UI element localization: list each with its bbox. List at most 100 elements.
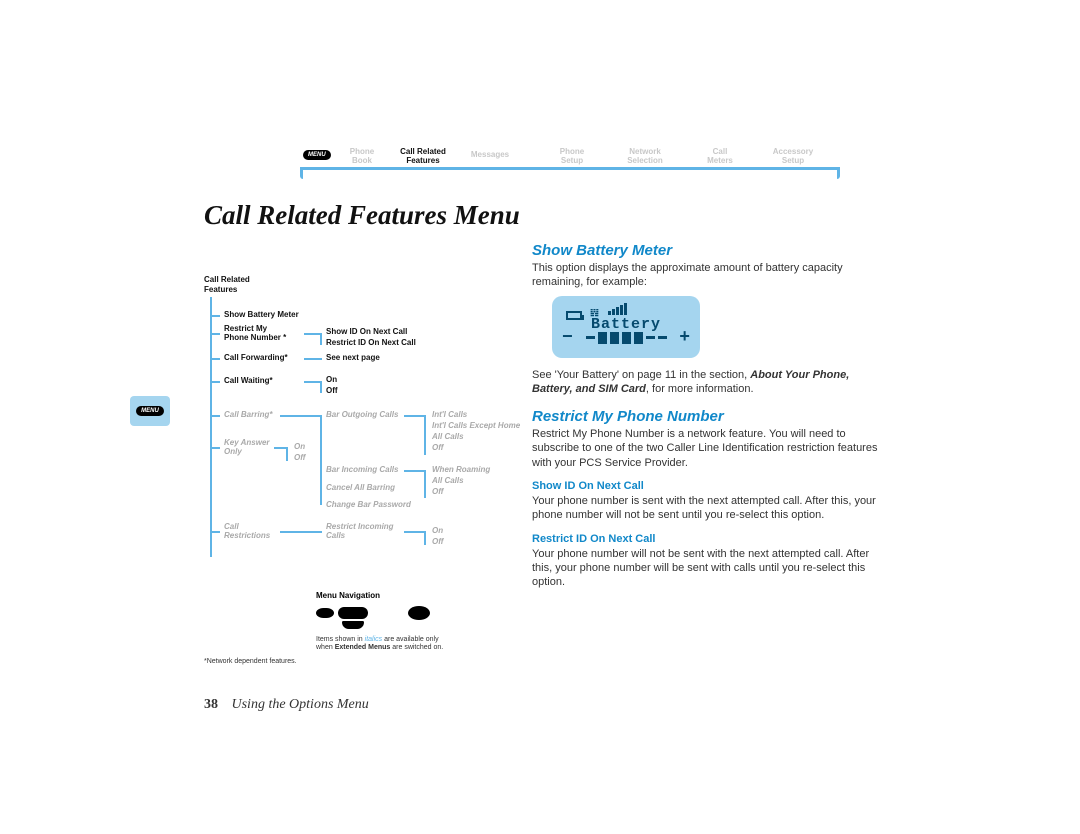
tree-conn: [320, 381, 322, 393]
tree-item-forwarding: Call Forwarding*: [224, 353, 288, 363]
sub-title-showid: Show ID On Next Call: [532, 480, 882, 492]
tree-sub2: On: [432, 526, 443, 536]
tree-spine: [210, 297, 212, 557]
tree-root-l2: Features: [204, 285, 250, 295]
tree-conn: [424, 470, 426, 498]
tree-item-barring: Call Barring*: [224, 410, 272, 420]
menu-badge-inner: MENU: [136, 406, 164, 416]
nav-phone-book: Phone Book: [340, 148, 384, 166]
tree-item-restrictions: CallRestrictions: [224, 523, 270, 541]
minus-icon: −: [562, 328, 573, 348]
tree-conn: [280, 415, 322, 417]
p2-text: See 'Your Battery' on page 11 in the sec…: [532, 369, 750, 381]
lcd-battery-display: 𝍒 Battery − +: [552, 296, 700, 358]
p2-text: , for more information.: [646, 383, 754, 395]
battery-p2: See 'Your Battery' on page 11 in the sec…: [532, 368, 882, 397]
menu-nav-note: Items shown in italics are available onl…: [316, 636, 456, 653]
nav-accessory: Accessory Setup: [768, 148, 818, 166]
nav-label: Setup: [550, 157, 594, 166]
tree-conn: [210, 315, 220, 317]
nav-underline-left: [300, 167, 303, 179]
tree-conn: [280, 531, 322, 533]
tree-conn: [304, 358, 322, 360]
tree-item-waiting: Call Waiting*: [224, 376, 273, 386]
tree-conn: [286, 447, 288, 461]
bar-fill: [634, 332, 643, 344]
tree-conn: [210, 447, 220, 449]
sub-title-restrictid: Restrict ID On Next Call: [532, 533, 882, 545]
tree-sub: Restrict ID On Next Call: [326, 338, 416, 348]
showid-p: Your phone number is sent with the next …: [532, 494, 882, 523]
tree-conn: [210, 333, 220, 335]
nav-phone-setup: Phone Setup: [550, 148, 594, 166]
nav-label: Meters: [700, 157, 740, 166]
tree-sub2: Off: [432, 487, 443, 497]
tree-conn: [210, 531, 220, 533]
tree-root-l1: Call Related: [204, 275, 250, 285]
nav-messages: Messages: [463, 151, 517, 160]
bar-empty: [646, 336, 655, 339]
note-text: are switched on.: [390, 644, 443, 651]
tree-conn: [424, 415, 426, 455]
tree-sub: Bar Outgoing Calls: [326, 410, 398, 420]
lcd-bar-row: − +: [562, 328, 690, 348]
tree-sub: Restrict IncomingCalls: [326, 523, 394, 541]
network-dependent-note: *Network dependent features.: [204, 658, 297, 665]
nav-key-scroll-icon: [338, 607, 368, 619]
tree-conn: [320, 415, 322, 505]
nav-label: Book: [340, 157, 384, 166]
bar-empty: [658, 336, 667, 339]
nav-label: Selection: [620, 157, 670, 166]
tree-sub: On: [326, 375, 337, 385]
tree-sub2: When Roaming: [432, 465, 490, 475]
tree-conn: [210, 381, 220, 383]
tree-item-keyanswer: Key AnswerOnly: [224, 439, 270, 457]
tree-sub: Off: [294, 453, 305, 463]
section-title-restrict: Restrict My Phone Number: [532, 408, 882, 425]
tree-conn: [320, 333, 322, 345]
restrictid-p: Your phone number will not be sent with …: [532, 547, 882, 590]
tree-conn: [404, 531, 426, 533]
tree-sub: On: [294, 442, 305, 452]
nav-network: Network Selection: [620, 148, 670, 166]
menu-nav-title: Menu Navigation: [316, 591, 456, 600]
tree-conn: [404, 470, 426, 472]
section-title-battery: Show Battery Meter: [532, 242, 882, 259]
plus-icon: +: [679, 328, 690, 348]
bar-fill: [598, 332, 607, 344]
tree-sub: Cancel All Barring: [326, 483, 395, 493]
tree-item-restrict: Restrict MyPhone Number *: [224, 325, 286, 343]
battery-p1: This option displays the approximate amo…: [532, 261, 882, 290]
restrict-p1: Restrict My Phone Number is a network fe…: [532, 427, 882, 470]
nav-key-ok-icon: [408, 606, 430, 620]
tree-sub: Bar Incoming Calls: [326, 465, 398, 475]
note-text: Items shown in: [316, 636, 365, 643]
tree-conn: [424, 531, 426, 545]
note-italics: italics: [365, 636, 383, 643]
nav-call-related: Call Related Features: [393, 148, 453, 166]
bar-empty: [586, 336, 595, 339]
tree-item-battery: Show Battery Meter: [224, 310, 299, 320]
menu-badge: MENU: [303, 150, 331, 160]
note-bold: Extended Menus: [335, 644, 391, 651]
tree-sub: See next page: [326, 353, 380, 363]
tree-sub2: Off: [432, 537, 443, 547]
battery-bars: [586, 332, 667, 344]
nav-label: Features: [393, 157, 453, 166]
page-title: Call Related Features Menu: [204, 200, 520, 231]
tree-sub: Off: [326, 386, 338, 396]
tree-sub2: Off: [432, 443, 443, 453]
nav-underline: [300, 167, 840, 170]
nav-label: Messages: [463, 151, 517, 160]
tree-sub: Change Bar Password: [326, 500, 411, 510]
tree-root: Call Related Features: [204, 275, 250, 295]
nav-key-left-icon: [316, 608, 334, 618]
tree-sub2: Int'l Calls: [432, 410, 467, 420]
nav-key-down-icon: [342, 621, 364, 629]
bar-fill: [622, 332, 631, 344]
footer-section: Using the Options Menu: [232, 697, 369, 712]
side-menu-badge: MENU: [130, 396, 170, 426]
bar-fill: [610, 332, 619, 344]
page-footer: 38 Using the Options Menu: [204, 697, 369, 713]
page-number: 38: [204, 697, 218, 712]
